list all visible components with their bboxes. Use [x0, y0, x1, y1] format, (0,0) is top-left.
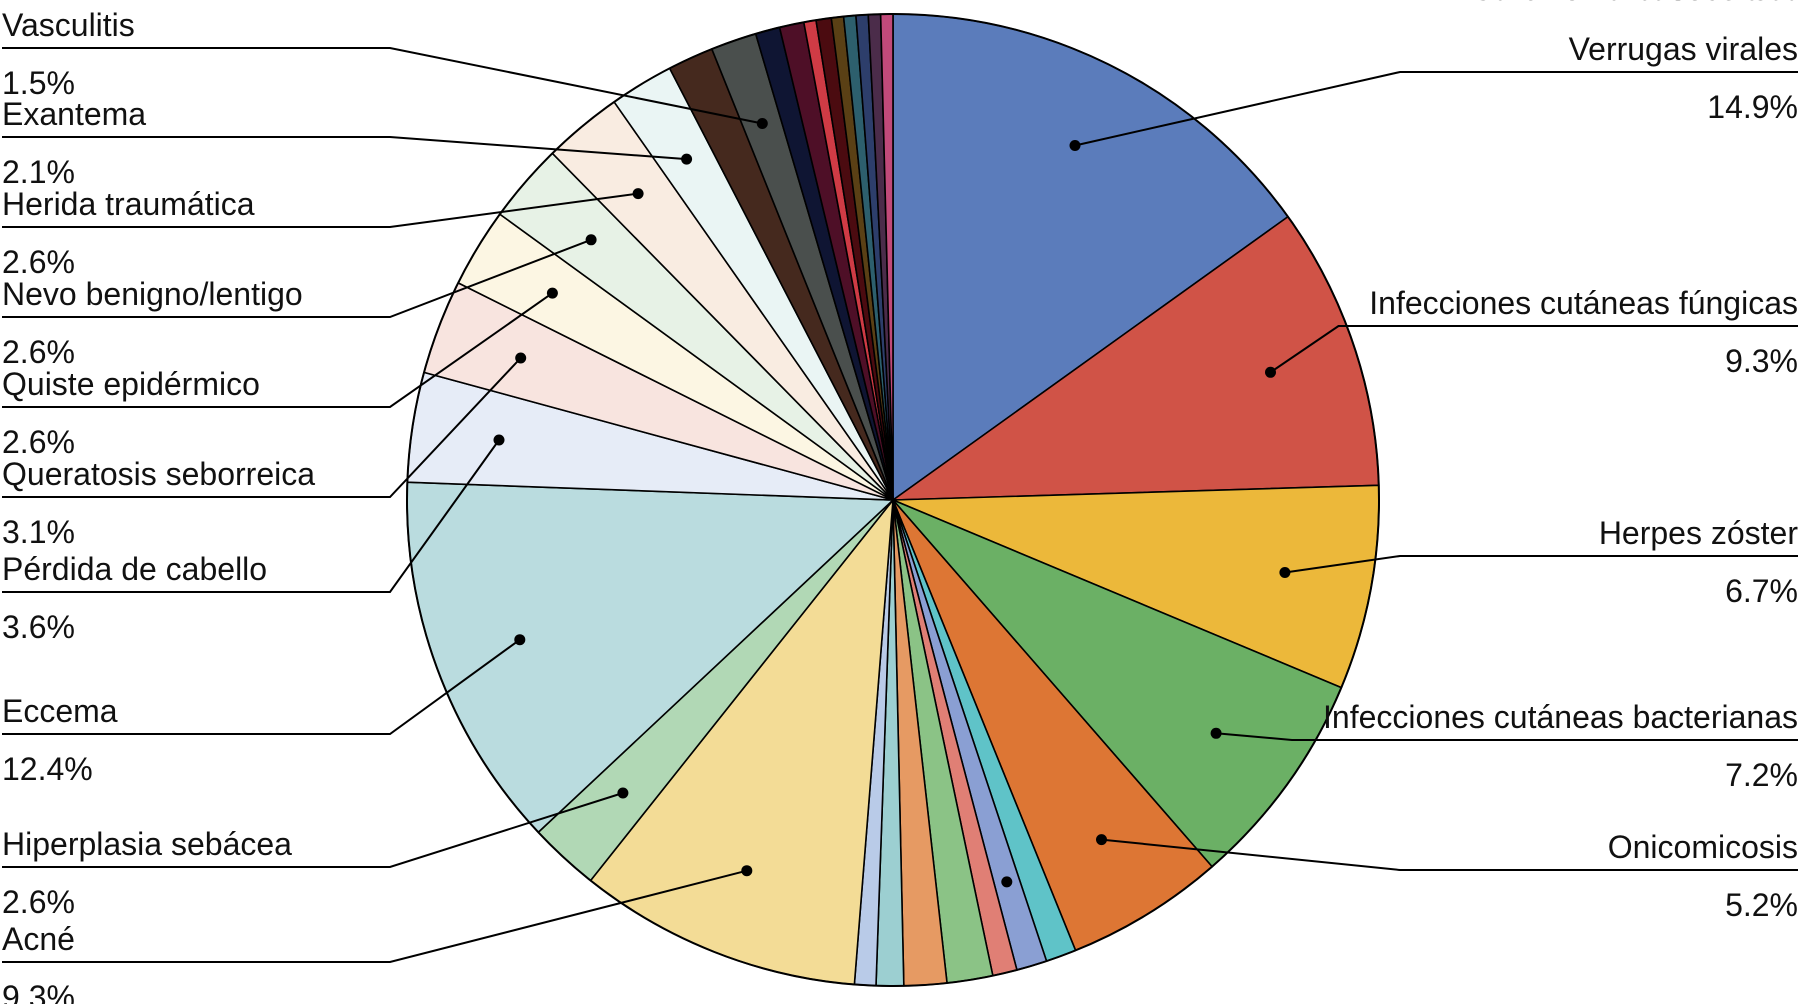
slice-percent-exantema: 2.1% [2, 154, 75, 190]
slice-label-onicomicosis: Onicomicosis [1608, 829, 1798, 865]
slice-label-herida-traumatica: Herida traumática [2, 186, 255, 222]
leader-line-herpes-zoster [1284, 555, 1798, 574]
slice-label-eccema: Eccema [2, 693, 118, 729]
leader-dot-carcinoma-basocelular [1001, 876, 1013, 888]
slice-label-verrugas-virales: Verrugas virales [1569, 31, 1798, 67]
leader-dot-acne [741, 865, 753, 877]
slice-label-nevo-benigno-lentigo: Nevo benigno/lentigo [2, 276, 303, 312]
leader-dot-onicomicosis [1096, 834, 1107, 846]
leader-dot-quiste-epidermico [546, 287, 558, 299]
leader-dot-infecciones-cutaneas-bacterianas [1210, 727, 1222, 739]
slice-percent-quiste-epidermico: 2.6% [2, 424, 75, 460]
slice-label-quiste-epidermico: Quiste epidérmico [2, 366, 260, 402]
leader-dot-queratosis-seborreica [515, 352, 527, 364]
slice-label-perdida-de-cabello: Pérdida de cabello [2, 551, 267, 587]
leader-line-infecciones-cutaneas-bacterianas [1216, 732, 1798, 741]
leader-dot-verrugas-virales [1069, 140, 1081, 151]
leader-line-eccema [2, 638, 521, 735]
pie-outline [406, 13, 1380, 987]
slice-percent-herida-traumatica: 2.6% [2, 244, 75, 280]
slice-percent-hiperplasia-sebacea: 2.6% [2, 884, 75, 920]
slice-percent-queratosis-seborreica: 3.1% [2, 514, 75, 550]
leader-line-infecciones-cutaneas-fungicas [1269, 325, 1798, 374]
leader-dot-hiperplasia-sebacea [617, 787, 629, 799]
leader-lines [2, 47, 1798, 963]
slice-label-acne: Acné [2, 921, 75, 957]
slice-label-hiperplasia-sebacea: Hiperplasia sebácea [2, 826, 292, 862]
slice-label-infecciones-cutaneas-fungicas: Infecciones cutáneas fúngicas [1369, 285, 1798, 321]
leader-dot-nevo-benigno-lentigo [585, 234, 597, 246]
leader-line-herida-traumatica [2, 192, 639, 228]
slice-label-carcinoma-basocelular: Carcinoma basocelular [1471, 0, 1799, 7]
slice-percent-herpes-zoster: 6.7% [1725, 573, 1798, 609]
slice-percent-nevo-benigno-lentigo: 2.6% [2, 334, 75, 370]
slice-percent-onicomicosis: 5.2% [1725, 887, 1798, 923]
slice-label-exantema: Exantema [2, 96, 146, 132]
leader-line-nevo-benigno-lentigo [2, 238, 592, 318]
slice-label-herpes-zoster: Herpes zóster [1599, 515, 1799, 551]
pie-slices [406, 13, 1380, 987]
slice-percent-infecciones-cutaneas-fungicas: 9.3% [1725, 343, 1798, 379]
leader-line-acne [2, 869, 748, 963]
slice-percent-infecciones-cutaneas-bacterianas: 7.2% [1725, 757, 1798, 793]
slice-percent-acne: 9.3% [2, 979, 75, 1004]
leader-line-hiperplasia-sebacea [2, 792, 624, 868]
slice-percent-eccema: 12.4% [2, 751, 93, 787]
leader-dot-vasculitis [756, 118, 768, 129]
leader-dot-infecciones-cutaneas-fungicas [1265, 366, 1276, 378]
leader-line-verrugas-virales [1074, 71, 1798, 147]
leader-line-quiste-epidermico [2, 292, 553, 408]
leader-dot-eccema [514, 634, 526, 646]
leader-dot-herida-traumatica [632, 188, 644, 200]
leader-dot-exantema [681, 153, 693, 165]
leader-line-perdida-de-cabello [2, 439, 500, 593]
slice-percent-verrugas-virales: 14.9% [1707, 89, 1798, 125]
slice-label-infecciones-cutaneas-bacterianas: Infecciones cutáneas bacterianas [1323, 699, 1798, 735]
slice-label-vasculitis: Vasculitis [2, 7, 135, 43]
slice-percent-perdida-de-cabello: 3.6% [2, 609, 75, 645]
leader-line-vasculitis [2, 47, 763, 125]
leader-line-queratosis-seborreica [2, 357, 522, 498]
leader-line-exantema [2, 136, 687, 161]
leader-line-onicomicosis [1101, 838, 1798, 871]
slice-percent-vasculitis: 1.5% [2, 65, 75, 101]
slice-percent-carcinoma-basocelular: 1.5% [1725, 0, 1798, 7]
slice-label-queratosis-seborreica: Queratosis seborreica [2, 456, 315, 492]
leader-dot-herpes-zoster [1279, 567, 1291, 578]
leader-dot-perdida-de-cabello [493, 434, 505, 446]
